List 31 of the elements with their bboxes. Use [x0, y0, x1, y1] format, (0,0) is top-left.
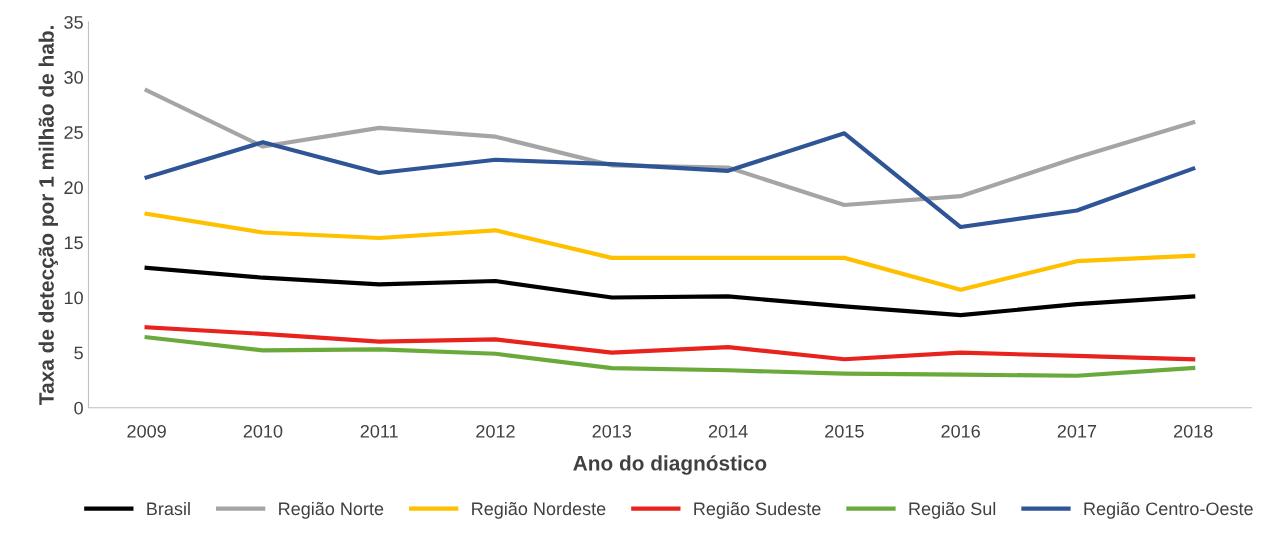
y-tick-label: 10 [64, 291, 83, 305]
line-series [144, 335, 1196, 378]
y-tick-label: 5 [74, 346, 83, 360]
x-tick-label: 2015 [825, 424, 864, 438]
x-tick-label: 2010 [243, 424, 283, 438]
legend-label: Região Sul [909, 501, 996, 519]
line-series [144, 265, 1196, 318]
line-series [144, 211, 1196, 292]
line-series [144, 131, 1196, 230]
line-series [144, 325, 1196, 362]
y-tick-label: 35 [64, 15, 83, 29]
x-axis-title: Ano do diagnóstico [573, 455, 767, 475]
legend-label: Região Nordeste [472, 501, 606, 519]
y-tick-label: 15 [64, 236, 83, 250]
x-tick-label: 2016 [941, 424, 980, 438]
x-tick-label: 2011 [360, 424, 398, 438]
legend-label: Brasil [147, 501, 190, 516]
y-tick-label: 25 [64, 126, 83, 139]
x-tick-label: 2012 [476, 424, 515, 438]
legend-label: Região Sudeste [694, 501, 821, 519]
legend-label: Região Centro-Oeste [1084, 501, 1253, 519]
y-tick-label: 30 [64, 71, 83, 84]
y-tick-label: 20 [64, 181, 83, 195]
x-tick-label: 2014 [708, 424, 748, 438]
y-axis-title: Taxa de detecção por 1 milhão de hab. [38, 26, 58, 405]
x-tick-label: 2013 [592, 424, 632, 438]
y-tick-label: 0 [74, 401, 83, 415]
x-tick-label: 2009 [127, 424, 166, 438]
x-tick-label: 2017 [1057, 424, 1097, 438]
legend-label: Região Norte [279, 501, 384, 519]
x-tick-label: 2018 [1174, 424, 1213, 438]
